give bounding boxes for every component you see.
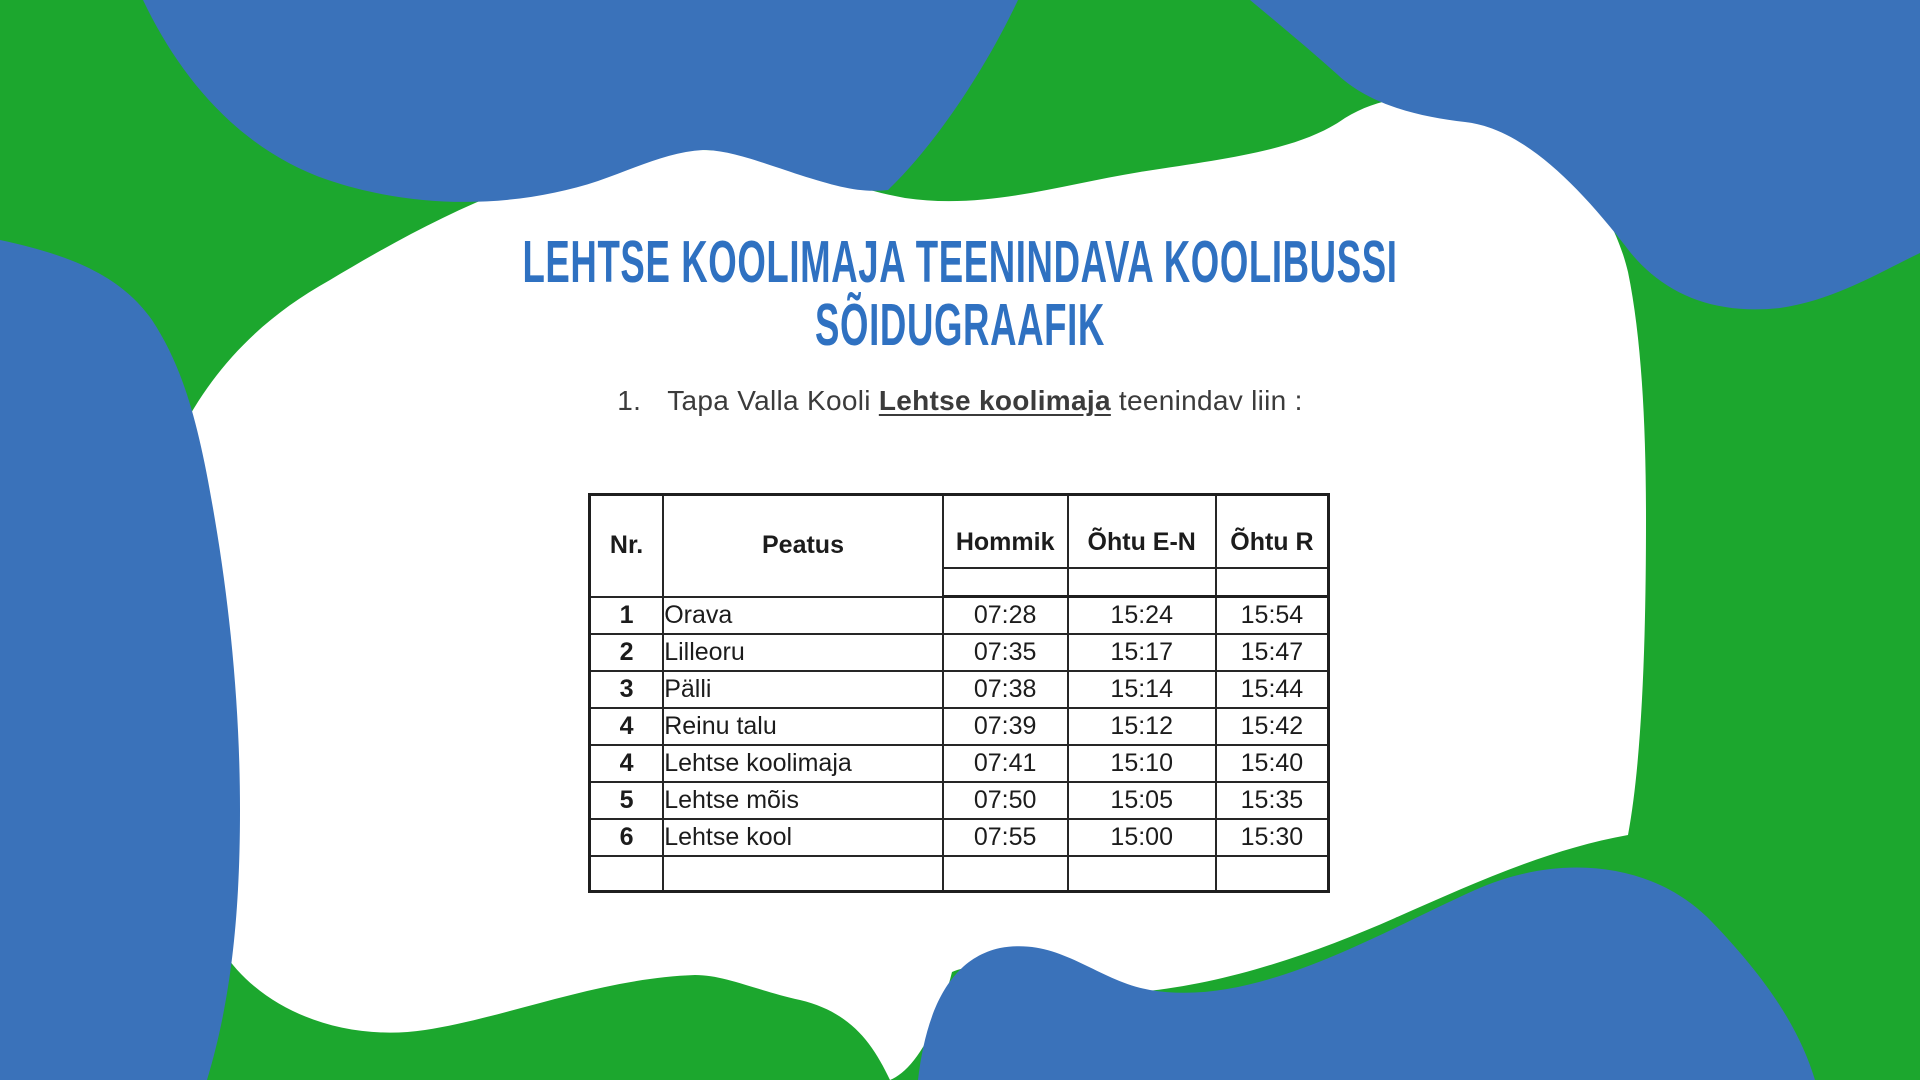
empty-cell: [1214, 854, 1330, 893]
empty-cell: [941, 854, 1069, 893]
page-title: LEHTSE KOOLIMAJA TEENINDAVA KOOLIBUSSI S…: [365, 231, 1555, 357]
col-header-ohtu-r: Õhtu R: [1214, 493, 1330, 569]
table-row: 4 Reinu talu 07:39 15:12 15:42: [588, 706, 1330, 746]
table-header-subrow: [590, 566, 1330, 598]
blue-blob-bottom: [918, 867, 1815, 1080]
table-row: 5 Lehtse mõis 07:50 15:05 15:35: [588, 780, 1330, 820]
col-header-nr: Nr.: [588, 493, 665, 598]
cell-ohtu-en: 15:17: [1066, 632, 1217, 672]
blue-blob-top-right: [1250, 0, 1920, 310]
cell-hommik: 07:39: [941, 706, 1069, 746]
subtitle-highlight: Lehtse koolimaja: [878, 385, 1111, 416]
cell-ohtu-r: 15:40: [1214, 743, 1330, 783]
cell-ohtu-en: 15:05: [1066, 780, 1217, 820]
col-header-ohtu-en: Õhtu E-N: [1066, 493, 1217, 569]
cell-nr: 6: [588, 817, 665, 857]
empty-cell: [588, 854, 665, 893]
table-row: 1 Orava 07:28 15:24 15:54: [588, 595, 1330, 635]
cell-nr: 4: [588, 706, 665, 746]
blue-blob-left: [0, 240, 240, 1080]
subtitle-suffix: teenindav liin :: [1110, 385, 1303, 416]
cell-hommik: 07:35: [941, 632, 1069, 672]
cell-stop: Lehtse koolimaja: [662, 743, 944, 783]
table-row: 4 Lehtse koolimaja 07:41 15:10 15:40: [588, 743, 1330, 783]
cell-nr: 4: [588, 743, 665, 783]
subtitle-prefix: Tapa Valla Kooli: [667, 385, 879, 416]
cell-ohtu-r: 15:47: [1214, 632, 1330, 672]
cell-stop: Lehtse kool: [662, 817, 944, 857]
cell-ohtu-r: 15:54: [1214, 595, 1330, 635]
cell-stop: Reinu talu: [662, 706, 944, 746]
cell-hommik: 07:55: [941, 817, 1069, 857]
cell-stop: Pälli: [662, 669, 944, 709]
subtitle: 1. Tapa Valla Kooli Lehtse koolimaja teen…: [0, 384, 1920, 418]
cell-stop: Orava: [662, 595, 944, 635]
cell-hommik: 07:50: [941, 780, 1069, 820]
cell-ohtu-r: 15:44: [1214, 669, 1330, 709]
cell-nr: 5: [588, 780, 665, 820]
cell-hommik: 07:28: [941, 595, 1069, 635]
table-row: 3 Pälli 07:38 15:14 15:44: [588, 669, 1330, 709]
cell-stop: Lehtse mõis: [662, 780, 944, 820]
cell-hommik: 07:38: [941, 669, 1069, 709]
cell-ohtu-en: 15:00: [1066, 817, 1217, 857]
page-title-line-2: SÕIDUGRAAFIK: [815, 292, 1105, 358]
empty-cell: [662, 854, 944, 893]
empty-cell: [941, 566, 1069, 598]
schedule-table: Nr. Peatus Hommik Õhtu E-N Õhtu R 1 Orav…: [588, 493, 1330, 893]
empty-cell: [1066, 854, 1217, 893]
cell-ohtu-en: 15:10: [1066, 743, 1217, 783]
empty-cell: [1066, 566, 1217, 598]
table-row: 2 Lilleoru 07:35 15:17 15:47: [588, 632, 1330, 672]
cell-nr: 2: [588, 632, 665, 672]
cell-hommik: 07:41: [941, 743, 1069, 783]
cell-nr: 1: [588, 595, 665, 635]
cell-stop: Lilleoru: [662, 632, 944, 672]
cell-ohtu-r: 15:35: [1214, 780, 1330, 820]
table-empty-row: [588, 854, 1330, 893]
cell-ohtu-en: 15:14: [1066, 669, 1217, 709]
cell-nr: 3: [588, 669, 665, 709]
page-title-line-1: LEHTSE KOOLIMAJA TEENINDAVA KOOLIBUSSI: [522, 229, 1398, 295]
table-row: 6 Lehtse kool 07:55 15:00 15:30: [588, 817, 1330, 857]
cell-ohtu-en: 15:12: [1066, 706, 1217, 746]
empty-cell: [1214, 566, 1330, 598]
col-header-hommik: Hommik: [941, 493, 1069, 569]
cell-ohtu-en: 15:24: [1066, 595, 1217, 635]
table-header-row: Nr. Peatus Hommik Õhtu E-N Õhtu R: [588, 493, 1330, 598]
cell-ohtu-r: 15:42: [1214, 706, 1330, 746]
list-item-number: 1.: [617, 385, 642, 416]
cell-ohtu-r: 15:30: [1214, 817, 1330, 857]
col-header-peatus: Peatus: [662, 493, 944, 598]
blue-blob-top-left: [143, 0, 1018, 202]
